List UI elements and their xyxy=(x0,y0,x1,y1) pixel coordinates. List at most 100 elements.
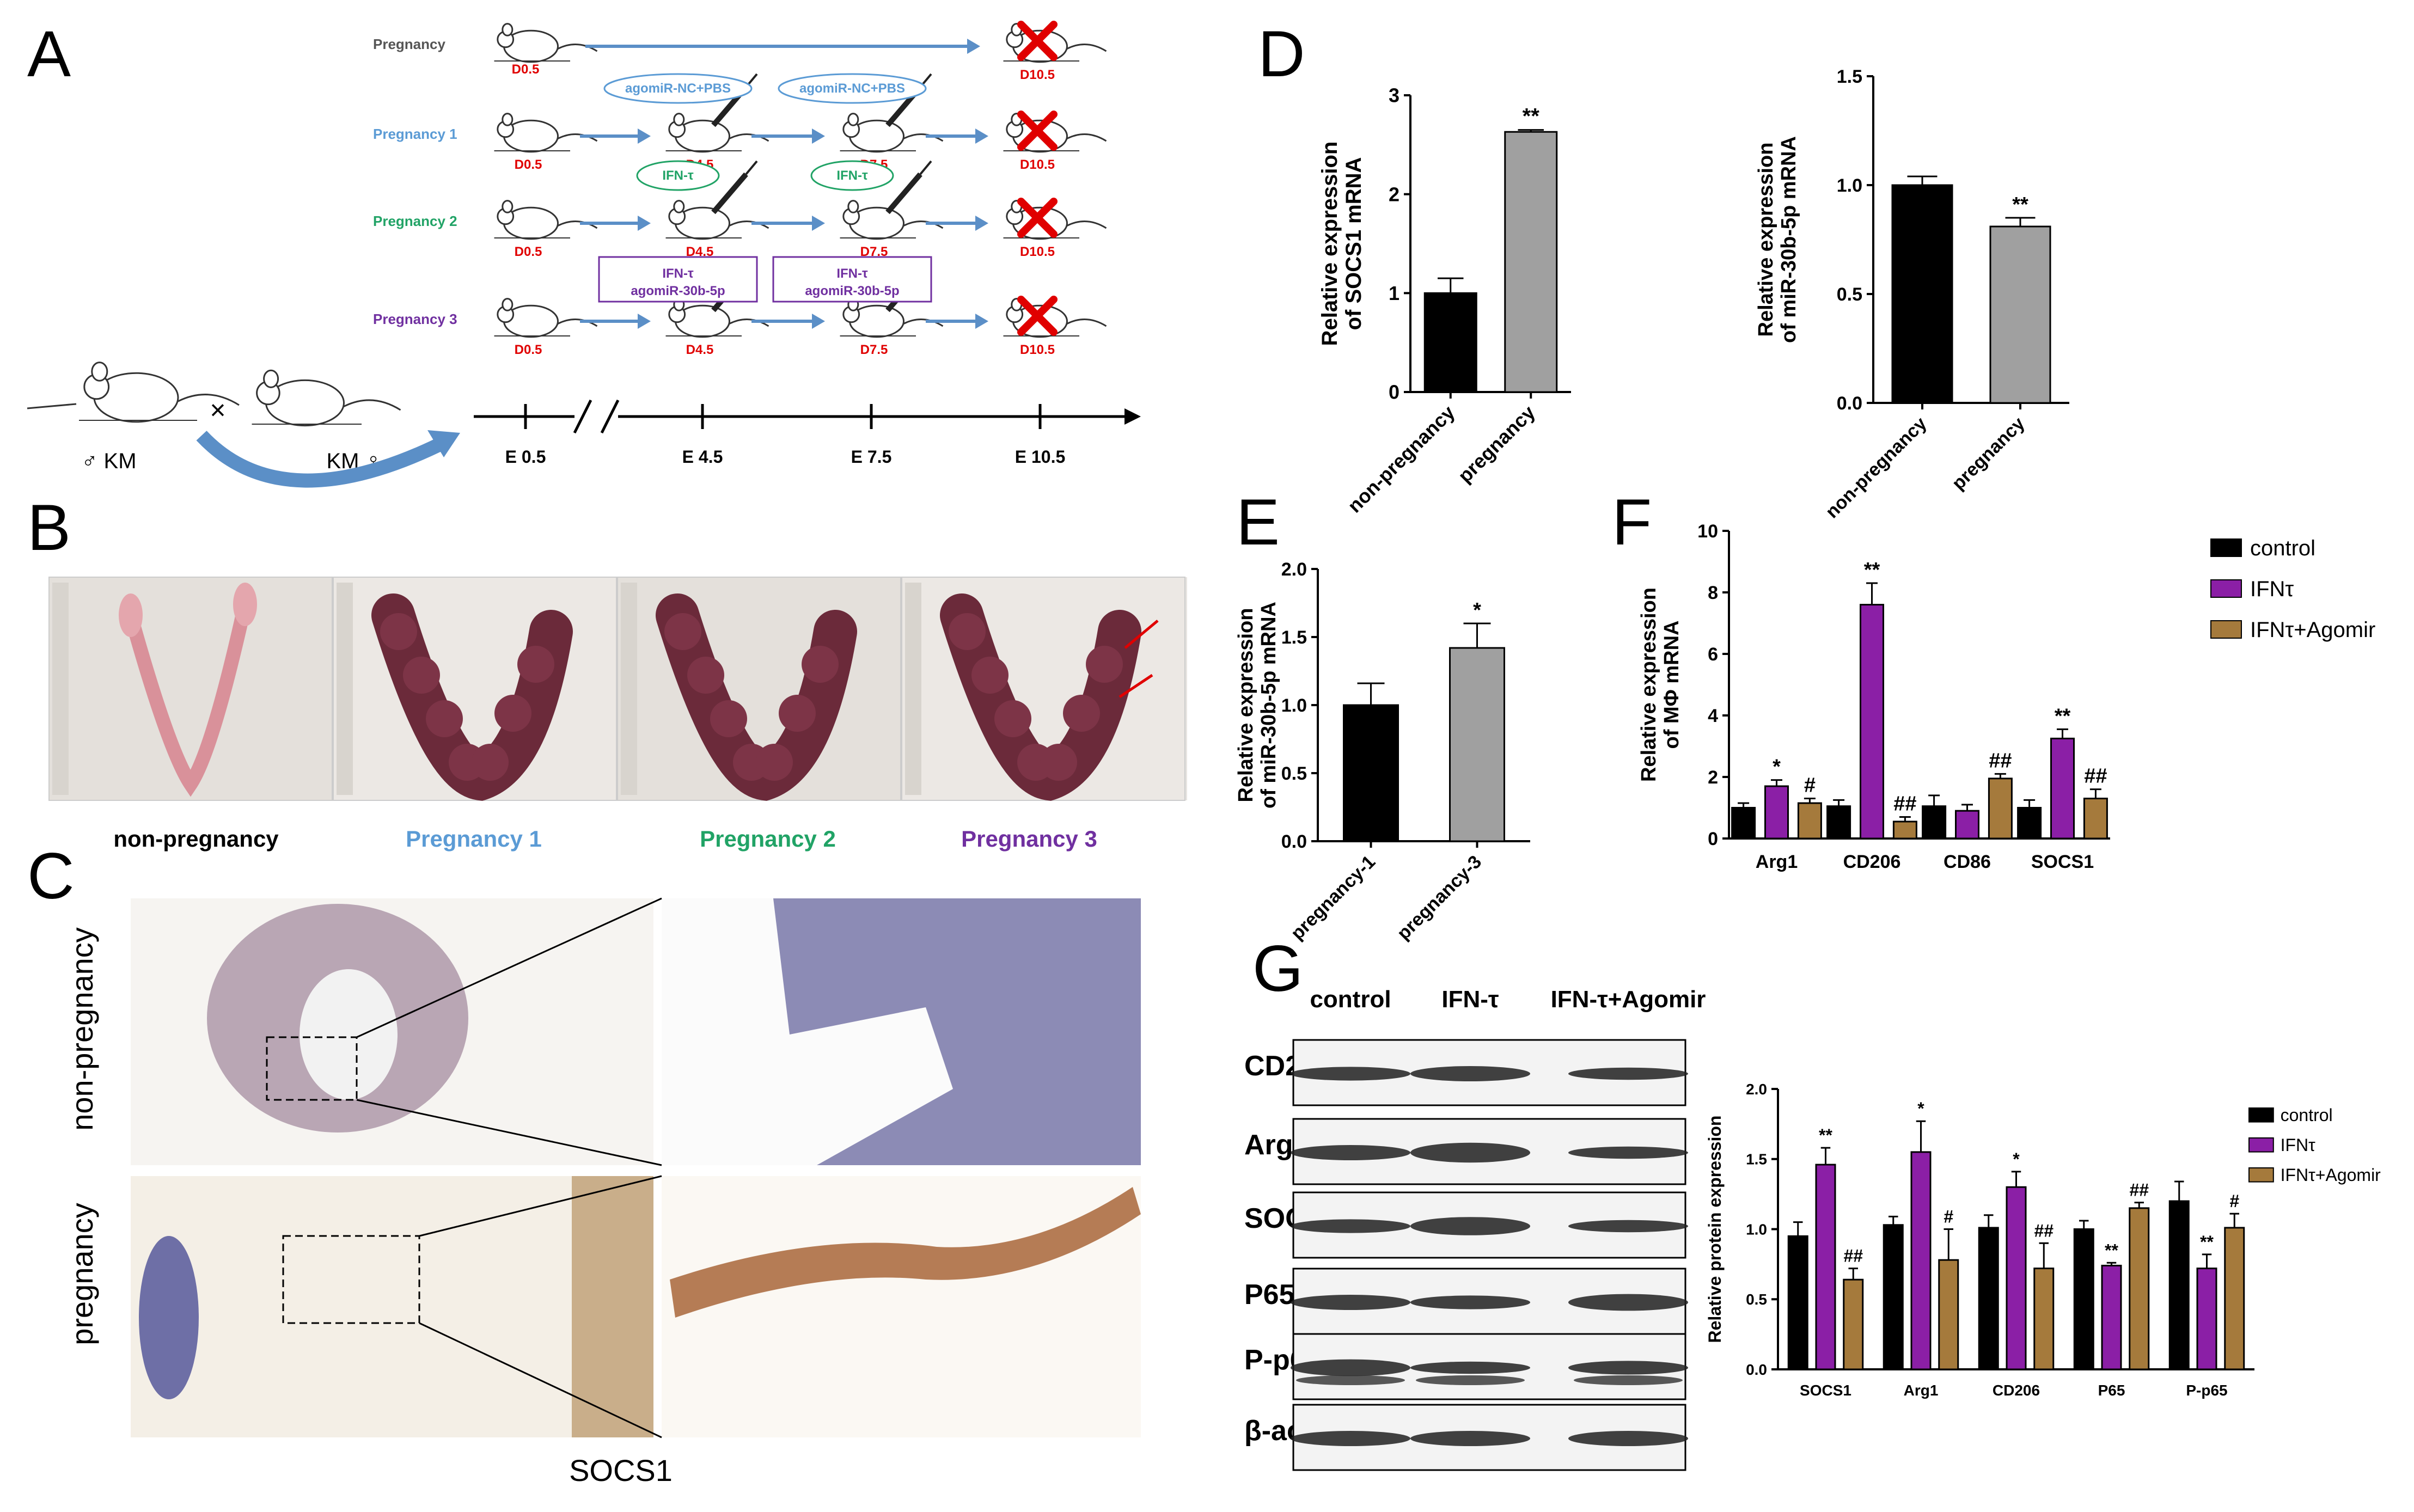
ruler xyxy=(52,583,69,795)
significance-label: ** xyxy=(1864,559,1880,581)
x-tick-label: P-p65 xyxy=(2186,1382,2227,1399)
y-axis-label: Relative expression xyxy=(1234,608,1257,803)
mouse-tail xyxy=(1066,133,1107,142)
mouse-ear xyxy=(673,113,685,126)
breeding-arrow xyxy=(196,431,450,488)
significance-label: ** xyxy=(2012,193,2028,216)
embryo-bulge xyxy=(380,613,417,650)
timeline-break xyxy=(573,399,592,434)
zoom-box xyxy=(266,1036,358,1101)
mouse-ear xyxy=(263,369,279,388)
blot-band xyxy=(1410,1361,1530,1374)
mouse-tail xyxy=(903,221,944,229)
blot-band xyxy=(1291,1145,1410,1160)
x-tick-label: CD206 xyxy=(1993,1382,2040,1399)
bar-2 xyxy=(1843,1278,1864,1370)
mouse-ear xyxy=(502,200,514,213)
syringe-icon xyxy=(745,160,758,175)
chart-G: 0.0 0.5 1.0 1.5 2.0 Relative protein expressi… xyxy=(1705,1081,2381,1399)
row-label: Pregnancy 2 xyxy=(373,213,457,229)
legend-swatch xyxy=(2210,579,2242,598)
y-axis-label: Relative expression xyxy=(1637,587,1660,782)
mouse-ear xyxy=(502,23,514,36)
panel-letter: D xyxy=(1258,17,1305,90)
blot-condition: IFN-τ xyxy=(1441,986,1499,1013)
bar-0 xyxy=(1883,1224,1904,1370)
x-tick-label: non-pregnancy xyxy=(1822,413,1931,523)
significance-label: ## xyxy=(2034,1221,2054,1240)
y-axis-label: of miR-30b-5p mRNA xyxy=(1257,602,1280,809)
row-label-preg: pregnancy xyxy=(65,1203,99,1345)
embryo-bulge xyxy=(517,646,554,683)
day-label: D10.5 xyxy=(1020,244,1055,259)
significance-label: # xyxy=(1804,774,1816,797)
y-tick-label: 0.5 xyxy=(1746,1291,1767,1308)
mouse-tail xyxy=(343,399,401,411)
bar-1 xyxy=(2196,1268,2217,1370)
red-arrow-icon xyxy=(1124,620,1159,649)
y-tick-label: 3 xyxy=(1389,84,1399,107)
row-label: Pregnancy 1 xyxy=(373,126,457,142)
chart-F: F 0 2 4 6 8 10 Relative expression of MΦ mRNA * # A… xyxy=(1612,486,2375,872)
embryo-bulge xyxy=(403,657,440,694)
blot-band xyxy=(1410,1217,1530,1235)
row-label-nonpreg: non-pregnancy xyxy=(65,927,99,1131)
x-tick-label: pregnancy xyxy=(1453,401,1539,487)
legend-label: IFNτ+Agomir xyxy=(2281,1165,2381,1185)
arrow-head-icon xyxy=(975,314,988,329)
bar-0 xyxy=(1978,1227,1999,1370)
zoom-box xyxy=(282,1235,420,1324)
bar-0 xyxy=(1922,805,1947,840)
legend-swatch xyxy=(2210,538,2242,557)
day-label: D0.5 xyxy=(512,62,540,77)
mouse-tail xyxy=(178,394,240,406)
bar xyxy=(1343,704,1399,842)
embryo-bulge xyxy=(971,657,1009,694)
timeline-break-bg xyxy=(575,400,618,433)
blot-band xyxy=(1410,1066,1530,1081)
y-axis-label: of MΦ mRNA xyxy=(1660,621,1683,749)
zoom-line xyxy=(419,1175,662,1237)
mouse-tail xyxy=(557,221,598,229)
injection-label: IFN-τ xyxy=(836,168,868,183)
day-label: D0.5 xyxy=(515,342,542,357)
photo-label: Pregnancy 1 xyxy=(406,826,542,852)
x-tick-label: Arg1 xyxy=(1904,1382,1939,1399)
lumen-highmag xyxy=(662,898,953,1165)
timeline-label: E 7.5 xyxy=(851,447,892,467)
uterus-photo xyxy=(48,577,333,801)
mouse-ear xyxy=(91,362,108,382)
bar-2 xyxy=(1797,802,1822,840)
arrow-head-icon xyxy=(427,430,460,457)
y-tick-label: 2.0 xyxy=(1281,559,1307,580)
y-tick-label: 1.5 xyxy=(1746,1151,1767,1168)
row-label: Pregnancy xyxy=(373,36,445,52)
y-tick-label: 8 xyxy=(1708,583,1718,603)
injection-label: agomiR-NC+PBS xyxy=(799,81,905,96)
y-tick-label: 1.0 xyxy=(1837,175,1862,196)
injection-label: IFN-τ xyxy=(662,266,694,281)
mouse-tail xyxy=(1066,221,1107,229)
injection-label: agomiR-30b-5p xyxy=(805,284,899,298)
bar xyxy=(1504,131,1558,393)
y-tick-label: 1.0 xyxy=(1746,1221,1767,1238)
y-tick-label: 1.0 xyxy=(1281,695,1307,716)
day-label: D10.5 xyxy=(1020,342,1055,357)
injection-ellipse xyxy=(636,160,720,191)
y-tick-label: 0.0 xyxy=(1837,393,1862,414)
mouse-tail xyxy=(557,133,598,142)
red-x-icon xyxy=(1017,21,1058,61)
blot-band xyxy=(1291,1431,1410,1446)
embryo-bulge xyxy=(494,695,531,732)
y-tick-label: 2 xyxy=(1389,183,1399,205)
mouse-icon xyxy=(494,23,598,63)
significance-label: ** xyxy=(2105,1240,2118,1260)
embryo-bulge xyxy=(1040,744,1077,781)
ruler xyxy=(905,583,921,795)
significance-label: ** xyxy=(1523,105,1540,128)
day-label: D7.5 xyxy=(860,342,888,357)
mouse-tail xyxy=(903,133,944,142)
uterus-shape xyxy=(656,593,857,801)
embryo-bulge xyxy=(779,695,816,732)
legend-swatch xyxy=(2248,1137,2274,1153)
